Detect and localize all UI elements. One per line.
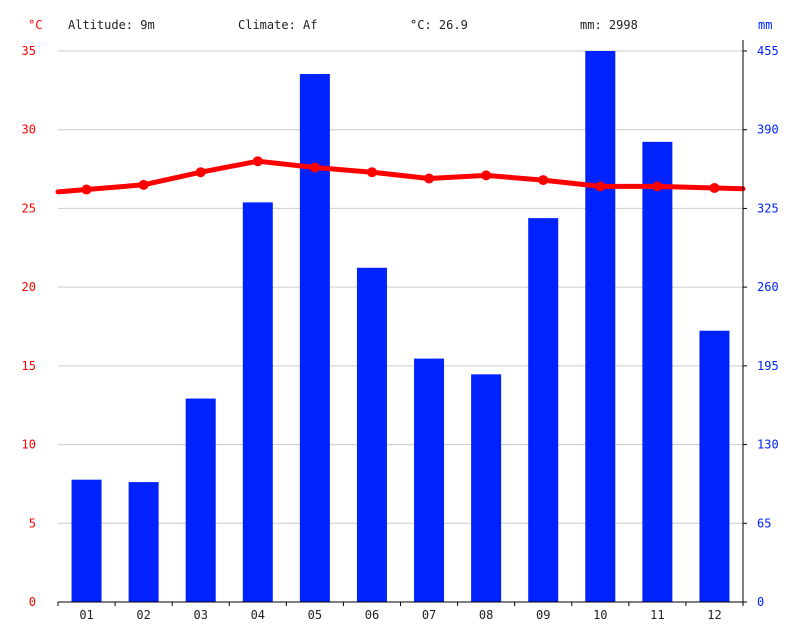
right-tick-label: 325 [757,201,779,215]
temperature-point [195,167,206,178]
left-tick-label: 35 [22,44,36,58]
right-tick-label: 390 [757,123,779,137]
right-tick-label: 0 [757,595,764,609]
x-tick-label: 05 [308,608,322,622]
temperature-point [481,170,492,181]
left-tick-label: 15 [22,359,36,373]
altitude-label: Altitude: 9m [68,18,155,32]
precipitation-bar [471,374,502,602]
precipitation-total-label: mm: 2998 [580,18,638,32]
left-tick-label: 0 [29,595,36,609]
temperature-point [595,181,606,192]
temperature-point [652,181,663,192]
precipitation-bars [71,51,730,603]
precipitation-bar [128,482,159,602]
left-tick-label: 30 [22,123,36,137]
precipitation-bar [356,267,387,602]
left-tick-label: 10 [22,438,36,452]
temperature-point [709,182,720,193]
left-tick-label: 25 [22,201,36,215]
temperature-line [55,156,746,195]
chart-header: °C Altitude: 9m Climate: Af °C: 26.9 mm:… [28,18,772,32]
precipitation-bar [185,398,216,602]
precipitation-bar [528,218,559,602]
x-tick-label: 06 [365,608,379,622]
x-axis-ticks: 01 02 03 04 05 06 07 08 09 10 11 12 [79,608,721,622]
temperature-point [538,175,549,186]
x-tick-label: 10 [593,608,607,622]
precipitation-bar [414,358,445,602]
right-axis-ticks: 0 65 130 195 260 325 390 455 [757,44,779,609]
right-tick-label: 195 [757,359,779,373]
temperature-point [309,162,320,173]
x-tick-label: 07 [422,608,436,622]
right-tick-label: 260 [757,280,779,294]
temperature-point [81,184,92,195]
precipitation-bar [699,330,730,602]
left-tick-label: 20 [22,280,36,294]
temperature-series-line [55,158,746,195]
precipitation-bar [242,202,273,602]
precipitation-bar [642,141,673,603]
temperature-average-label: °C: 26.9 [410,18,468,32]
x-tick-label: 09 [536,608,550,622]
right-unit-label: mm [758,18,772,32]
temperature-point [252,156,263,167]
x-tick-label: 12 [707,608,721,622]
precipitation-bar [71,479,102,602]
left-tick-label: 5 [29,516,36,530]
x-tick-label: 04 [251,608,265,622]
climate-label: Climate: Af [238,18,317,32]
x-tick-label: 01 [79,608,93,622]
x-tick-label: 11 [650,608,664,622]
precipitation-bar [585,51,616,602]
left-axis-ticks: 0 5 10 15 20 25 30 35 [22,44,36,609]
grid-lines [58,50,743,524]
x-tick-label: 08 [479,608,493,622]
temperature-point [366,167,377,178]
temperature-point [424,173,435,184]
right-tick-label: 65 [757,516,771,530]
axes [57,40,747,606]
left-unit-label: °C [28,18,42,32]
x-tick-label: 02 [136,608,150,622]
precipitation-bar [299,74,330,602]
temperature-point [138,179,149,190]
right-tick-label: 455 [757,44,779,58]
x-tick-label: 03 [193,608,207,622]
right-tick-label: 130 [757,438,779,452]
